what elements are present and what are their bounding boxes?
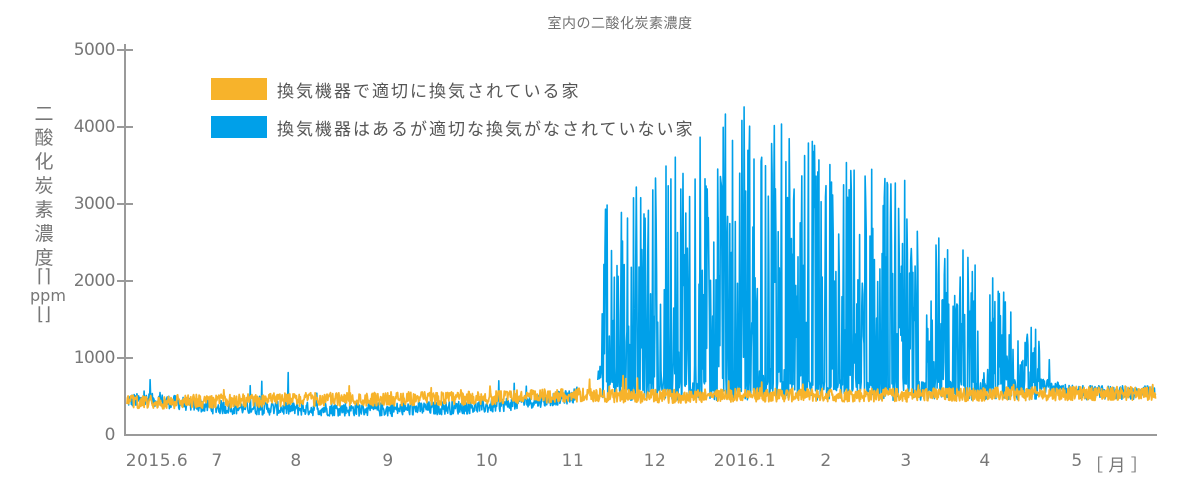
y-tick-label: 5000 — [73, 40, 116, 60]
series-layer — [126, 106, 1157, 418]
legend-item-not-ventilated: 換気機器はあるが適切な換気がなされていない家 — [211, 115, 695, 140]
x-tick-label: 11 — [561, 451, 585, 471]
y-tick-label: 3000 — [73, 194, 116, 214]
x-axis-unit: ［ 月 ］ — [1086, 456, 1148, 476]
y-axis-label-char: 二 — [34, 103, 54, 125]
x-tick-label: 4 — [979, 451, 991, 471]
y-tick-label: 4000 — [73, 117, 116, 137]
x-tick-label: 12 — [643, 451, 667, 471]
y-axis-label-char: 度 — [34, 247, 54, 269]
x-tick-label: 5 — [1071, 451, 1083, 471]
series-line — [126, 374, 1157, 410]
x-tick-label: 9 — [382, 451, 394, 471]
legend-label: 換気機器で適切に換気されている家 — [277, 81, 581, 102]
y-tick-label: 1000 — [73, 348, 116, 368]
legend-label: 換気機器はあるが適切な換気がなされていない家 — [277, 119, 695, 140]
x-tick-label: 2015.6 — [125, 451, 189, 471]
y-axis-label-char: 酸 — [34, 127, 54, 149]
legend-item-ventilated: 換気機器で適切に換気されている家 — [211, 77, 695, 102]
y-tick-label: 0 — [104, 425, 116, 445]
y-axis-unit: ppm — [30, 286, 66, 305]
axes — [117, 44, 1157, 436]
x-tick-label: 3 — [900, 451, 912, 471]
y-unit-bracket-close: ⌊⌋ — [36, 304, 52, 325]
y-axis-label-char: 炭 — [34, 175, 54, 197]
legend-swatch-blue — [211, 116, 267, 138]
chart-title: 室内の二酸化炭素濃度 — [547, 16, 693, 32]
legend: 換気機器で適切に換気されている家 換気機器はあるが適切な換気がなされていない家 — [211, 77, 695, 153]
x-tick-label: 8 — [290, 451, 302, 471]
x-tick-label: 10 — [475, 451, 499, 471]
y-tick-label: 2000 — [73, 271, 116, 291]
y-unit-bracket-open: ⌈⌉ — [36, 266, 52, 287]
y-axis-label: 二 酸 化 炭 素 濃 度 ⌈⌉ ppm ⌊⌋ — [30, 102, 66, 325]
x-tick-label: 2 — [820, 451, 832, 471]
legend-swatch-orange — [211, 78, 267, 100]
x-tick-label: 7 — [211, 451, 223, 471]
x-tick-label: 2016.1 — [713, 451, 777, 471]
y-axis-label-char: 化 — [34, 151, 54, 173]
y-axis-label-char: 濃 — [34, 223, 54, 245]
y-axis-label-char: 素 — [34, 199, 54, 221]
